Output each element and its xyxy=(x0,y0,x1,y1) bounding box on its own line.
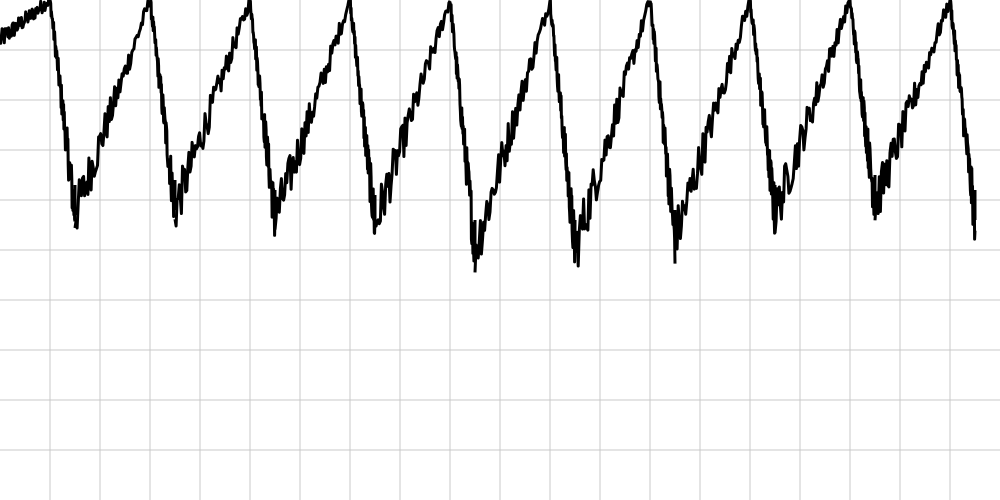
series-line-segment xyxy=(848,0,877,216)
series-line-segment xyxy=(373,0,452,228)
series-line-segment xyxy=(773,0,852,234)
series-line-segment xyxy=(248,0,277,237)
series-line-segment xyxy=(148,0,177,218)
series-line-segment xyxy=(673,0,752,251)
series-line-segment xyxy=(173,0,252,228)
series-line-segment xyxy=(348,0,377,235)
series-line-segment xyxy=(873,0,952,221)
series-line-segment xyxy=(573,0,652,268)
series-line-segment xyxy=(448,1,477,263)
series-line-segment xyxy=(548,0,577,264)
series-line-segment xyxy=(948,0,977,241)
series-line-segment xyxy=(748,0,777,235)
series-line-segment xyxy=(273,0,351,230)
series-line-segment xyxy=(648,0,677,264)
series-layer xyxy=(0,0,977,273)
series-line-segment xyxy=(473,0,552,273)
series-line-segment xyxy=(0,0,52,45)
series-line-segment xyxy=(48,0,77,222)
series-line-segment xyxy=(73,0,151,230)
